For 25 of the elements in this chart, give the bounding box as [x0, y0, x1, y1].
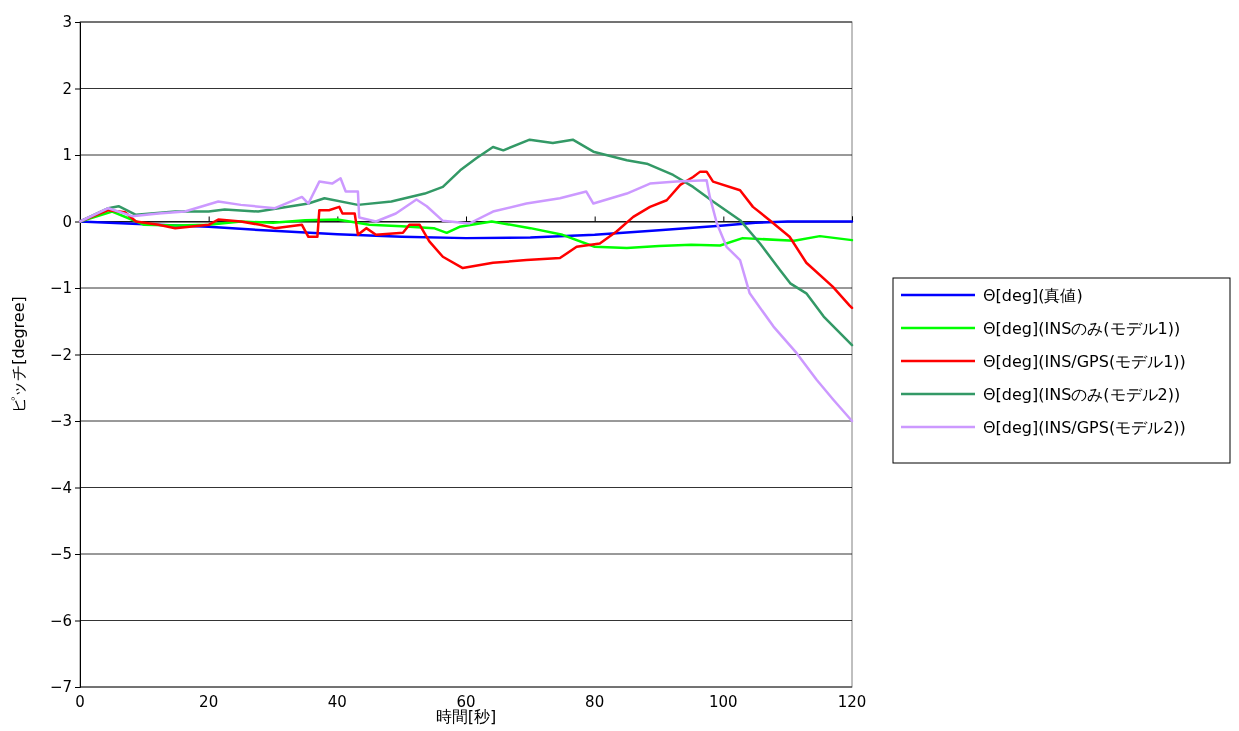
y-tick-label: 2: [62, 79, 72, 98]
x-tick-label: 20: [199, 693, 219, 711]
y-tick-label: −1: [49, 279, 72, 298]
legend-label: Θ[deg](INS/GPS(モデル2)): [983, 418, 1186, 437]
y-tick-label: 0: [62, 212, 72, 231]
x-tick-label: 100: [709, 693, 738, 711]
y-tick-label: −6: [49, 611, 72, 630]
x-tick-label: 40: [327, 693, 347, 711]
y-tick-label: −4: [49, 478, 72, 497]
x-tick-label: 0: [75, 693, 85, 711]
y-tick-label: −2: [49, 345, 72, 364]
legend-label: Θ[deg](INSのみ(モデル2)): [983, 385, 1181, 404]
line-series: [78, 177, 854, 423]
y-tick-label: 1: [62, 146, 72, 165]
x-tick-label: 120: [837, 693, 867, 711]
legend-label: Θ[deg](INSのみ(モデル1)): [983, 319, 1181, 338]
y-tick-label: −3: [49, 412, 72, 431]
y-tick-label: −7: [49, 678, 72, 697]
x-tick-label: 80: [585, 693, 605, 711]
legend-label: Θ[deg](INS/GPS(モデル1)): [983, 352, 1186, 371]
y-axis-title: ピッチ[degree]: [9, 296, 28, 413]
y-tick-label: 3: [62, 13, 72, 32]
y-tick-label: −5: [49, 545, 72, 564]
x-axis-title: 時間[秒]: [435, 707, 497, 726]
legend-label: Θ[deg](真値): [983, 286, 1083, 305]
